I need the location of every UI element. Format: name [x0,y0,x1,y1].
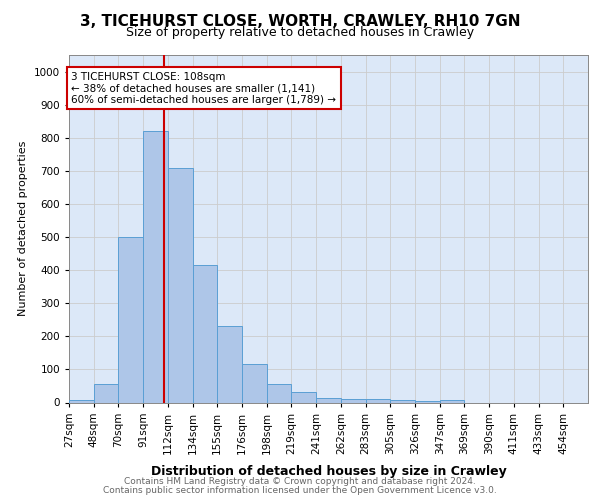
Y-axis label: Number of detached properties: Number of detached properties [18,141,28,316]
Bar [217,326,242,402]
Bar [143,131,168,402]
Bar [341,398,365,402]
Bar [316,398,341,402]
Bar [267,384,292,402]
Text: Contains HM Land Registry data © Crown copyright and database right 2024.: Contains HM Land Registry data © Crown c… [124,478,476,486]
Bar [292,392,316,402]
Bar [365,398,390,402]
Bar [440,400,464,402]
Text: Contains public sector information licensed under the Open Government Licence v3: Contains public sector information licen… [103,486,497,495]
Bar [94,384,118,402]
Bar [168,168,193,402]
Bar [118,237,143,402]
Text: Size of property relative to detached houses in Crawley: Size of property relative to detached ho… [126,26,474,39]
Bar [415,401,440,402]
Bar [390,400,415,402]
Text: 3, TICEHURST CLOSE, WORTH, CRAWLEY, RH10 7GN: 3, TICEHURST CLOSE, WORTH, CRAWLEY, RH10… [80,14,520,29]
Text: 3 TICEHURST CLOSE: 108sqm
← 38% of detached houses are smaller (1,141)
60% of se: 3 TICEHURST CLOSE: 108sqm ← 38% of detac… [71,72,337,104]
Bar [193,265,217,402]
X-axis label: Distribution of detached houses by size in Crawley: Distribution of detached houses by size … [151,465,506,478]
Bar [242,364,267,403]
Bar [69,400,94,402]
